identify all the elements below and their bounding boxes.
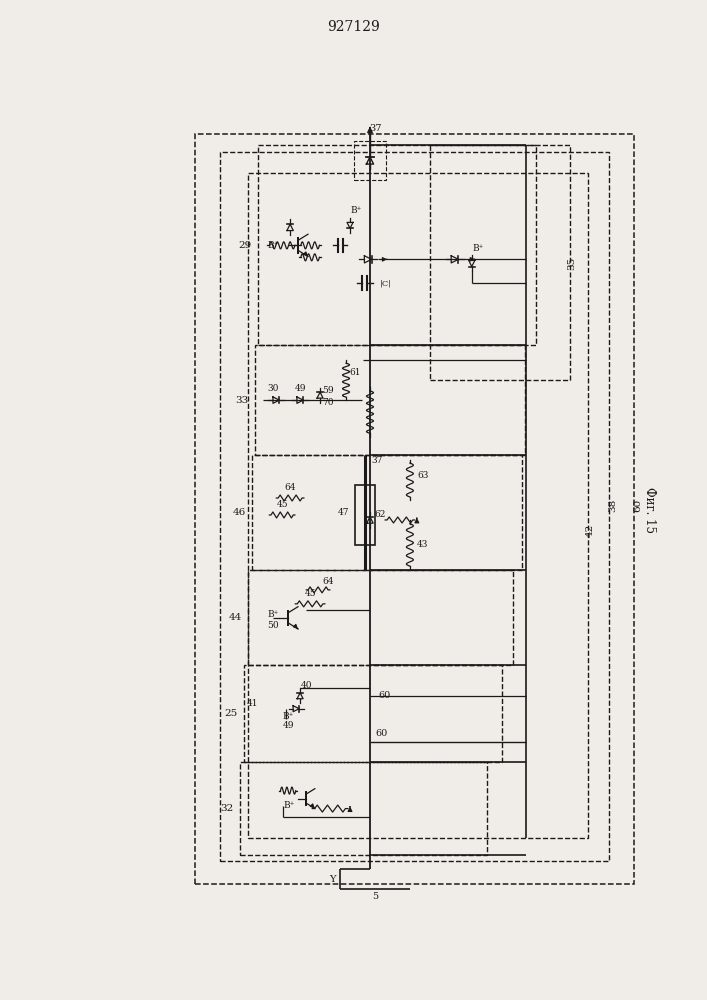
Text: B⁺: B⁺	[472, 244, 484, 253]
Text: 37: 37	[370, 124, 382, 133]
Text: B⁺: B⁺	[283, 801, 295, 810]
Text: 64: 64	[322, 577, 334, 586]
Text: 30: 30	[267, 384, 279, 393]
Text: 32: 32	[221, 804, 234, 813]
Text: 29: 29	[238, 241, 252, 250]
Text: 45: 45	[276, 500, 288, 509]
Text: 33: 33	[235, 396, 249, 405]
Text: 35: 35	[567, 257, 576, 270]
Bar	[248, 173, 588, 838]
Text: 43: 43	[417, 540, 428, 549]
Text: 49: 49	[282, 721, 294, 730]
Text: |C|: |C|	[380, 279, 392, 287]
Bar	[255, 345, 525, 455]
Text: 37: 37	[371, 456, 382, 465]
Bar	[354, 140, 386, 180]
Bar	[240, 762, 486, 855]
Text: B⁺: B⁺	[267, 241, 279, 250]
Text: 42: 42	[586, 523, 595, 537]
Text: 46: 46	[233, 508, 246, 517]
Text: 40: 40	[300, 681, 312, 690]
Text: 60: 60	[378, 691, 390, 700]
Text: B⁺: B⁺	[282, 712, 294, 721]
Bar	[258, 145, 536, 345]
Text: 45: 45	[304, 589, 316, 598]
Bar	[355, 485, 375, 545]
Text: 70: 70	[322, 398, 334, 407]
Text: 60: 60	[375, 729, 387, 738]
Text: 63: 63	[417, 471, 428, 480]
Text: 927129: 927129	[327, 20, 380, 34]
Text: 60: 60	[633, 498, 642, 512]
Text: B⁺: B⁺	[350, 206, 362, 215]
Text: 5: 5	[372, 892, 378, 901]
Text: 41: 41	[247, 699, 258, 708]
Bar	[195, 134, 634, 884]
Text: 44: 44	[228, 613, 242, 622]
Text: Y: Y	[329, 875, 335, 884]
Bar	[221, 152, 609, 861]
Bar	[244, 665, 502, 762]
Bar	[430, 145, 570, 380]
Text: 25: 25	[225, 709, 238, 718]
Bar	[248, 570, 513, 665]
Bar	[252, 455, 522, 570]
Text: 49: 49	[294, 384, 306, 393]
Text: 59: 59	[322, 386, 334, 395]
Text: 50: 50	[267, 621, 279, 630]
Text: 64: 64	[284, 483, 296, 492]
Text: 61: 61	[349, 368, 361, 377]
Text: 47: 47	[337, 508, 349, 517]
Text: 62: 62	[374, 510, 385, 519]
Text: 38: 38	[608, 498, 617, 512]
Text: Фиг. 15: Фиг. 15	[643, 487, 656, 533]
Text: B⁺: B⁺	[267, 610, 279, 619]
